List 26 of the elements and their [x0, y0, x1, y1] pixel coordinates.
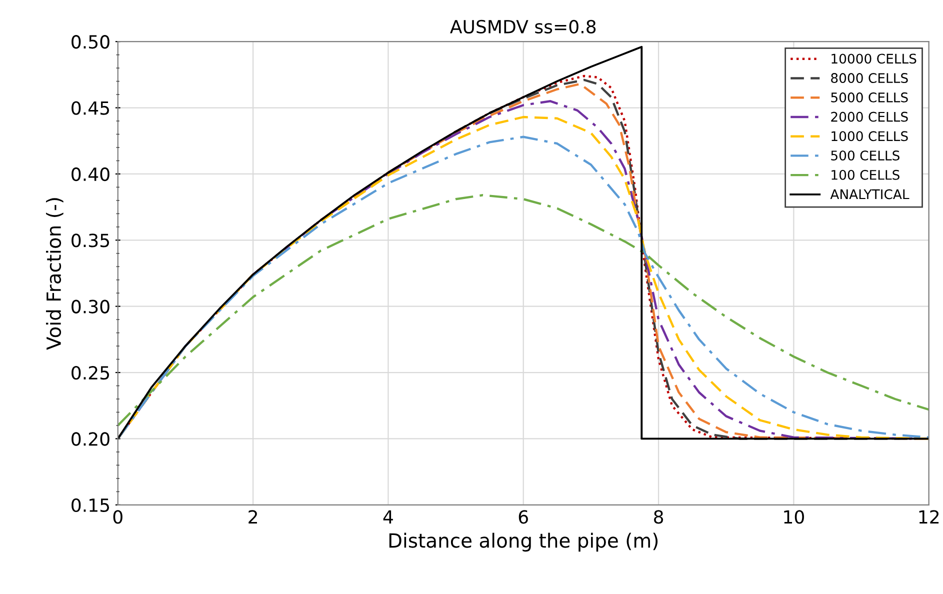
- y-tick-label: 0.15: [72, 498, 110, 512]
- x-tick-label: 8: [654, 510, 664, 524]
- y-axis-title: Void Fraction (-): [46, 198, 64, 350]
- y-tick-label: 0.30: [72, 300, 110, 314]
- y-tick-label: 0.35: [72, 234, 110, 248]
- x-tick-label: 10: [784, 510, 804, 524]
- y-tick-label: 0.50: [72, 35, 110, 49]
- x-tick-label: 12: [919, 510, 939, 524]
- legend-label: 100 CELLS: [832, 170, 900, 180]
- y-tick-label: 0.25: [72, 366, 110, 380]
- legend-label: 5000 CELLS: [831, 92, 908, 102]
- x-tick-label: 2: [248, 510, 257, 524]
- legend-label: ANALYTICAL: [830, 189, 910, 200]
- x-tick-label: 6: [518, 510, 528, 524]
- y-tick-label: 0.45: [72, 101, 110, 115]
- x-axis-title: Distance along the pipe (m): [389, 532, 658, 552]
- x-tick-label: 4: [383, 510, 393, 524]
- legend-label: 8000 CELLS: [831, 73, 908, 84]
- legend-label: 1000 CELLS: [832, 131, 908, 142]
- chart-title: AUSMDV ss=0.8: [450, 20, 596, 34]
- y-tick-label: 0.20: [72, 432, 110, 446]
- x-tick-label: 0: [113, 510, 122, 524]
- legend-label: 2000 CELLS: [831, 112, 908, 122]
- legend-label: 500 CELLS: [831, 150, 900, 161]
- y-tick-label: 0.40: [72, 167, 110, 182]
- legend-label: 10000 CELLS: [832, 54, 916, 64]
